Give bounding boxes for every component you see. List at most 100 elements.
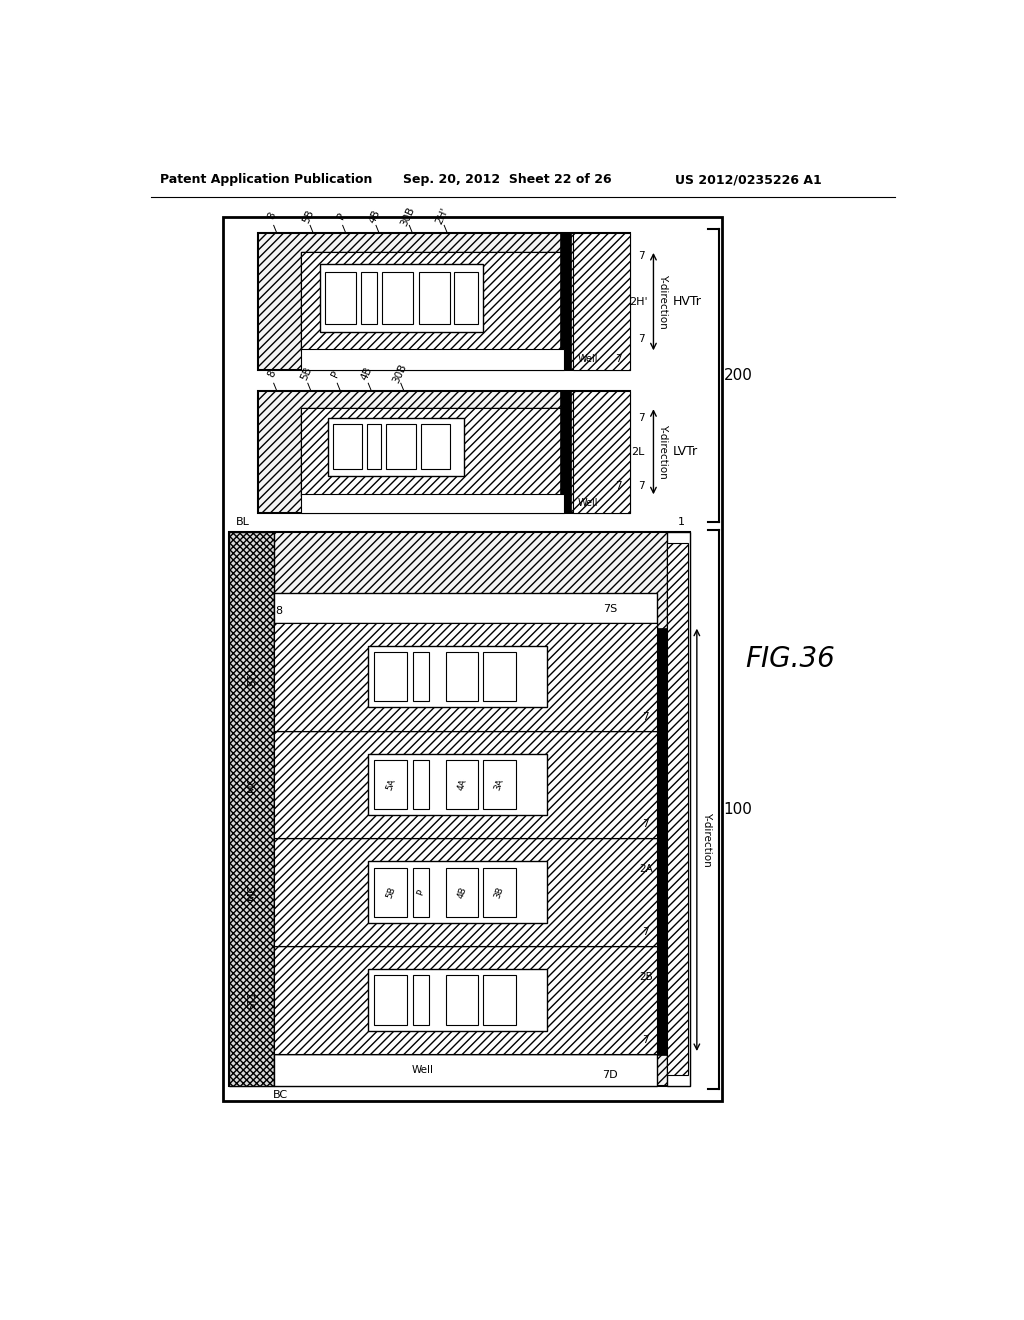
- Bar: [273, 946, 657, 1053]
- Text: 7D: 7D: [602, 1069, 617, 1080]
- Bar: [414, 867, 429, 917]
- Text: ST2: ST2: [247, 668, 257, 685]
- Text: 7: 7: [642, 711, 649, 722]
- Text: 2H': 2H': [629, 297, 647, 306]
- Bar: [414, 760, 429, 809]
- Text: 3B: 3B: [493, 886, 506, 899]
- Text: 30B: 30B: [399, 205, 417, 227]
- Bar: [301, 252, 564, 351]
- Text: FIG.36: FIG.36: [745, 645, 836, 673]
- Bar: [445, 867, 478, 917]
- Bar: [483, 975, 515, 1024]
- Bar: [483, 652, 515, 701]
- Text: ST1: ST1: [247, 991, 257, 1008]
- Bar: [445, 652, 478, 701]
- Text: 7: 7: [639, 480, 645, 491]
- Text: 2L: 2L: [631, 446, 645, 457]
- Bar: [657, 628, 667, 1056]
- Text: 8: 8: [266, 211, 279, 222]
- Bar: [369, 862, 547, 923]
- Text: Well: Well: [578, 354, 598, 364]
- Text: 5B: 5B: [299, 366, 313, 383]
- Text: 7: 7: [642, 1035, 649, 1045]
- Text: LVTr: LVTr: [673, 445, 698, 458]
- Text: Well: Well: [578, 499, 598, 508]
- Text: Well: Well: [412, 1065, 433, 1074]
- Bar: [367, 424, 381, 470]
- Text: 2H': 2H': [434, 206, 451, 226]
- Bar: [301, 494, 564, 512]
- Text: P: P: [330, 370, 342, 379]
- Bar: [375, 975, 407, 1024]
- Bar: [455, 272, 477, 323]
- Bar: [258, 234, 630, 370]
- Text: 7: 7: [639, 334, 645, 345]
- Text: US 2012/0235226 A1: US 2012/0235226 A1: [675, 173, 821, 186]
- Bar: [328, 418, 464, 475]
- Text: 8: 8: [275, 606, 283, 616]
- Text: BC: BC: [273, 1090, 288, 1101]
- Bar: [361, 272, 377, 323]
- Bar: [222, 216, 722, 1101]
- Text: Sep. 20, 2012  Sheet 22 of 26: Sep. 20, 2012 Sheet 22 of 26: [403, 173, 612, 186]
- Text: 2B: 2B: [639, 972, 652, 982]
- Text: 7S: 7S: [603, 603, 617, 614]
- Bar: [301, 348, 564, 370]
- Bar: [369, 969, 547, 1031]
- Text: 4B: 4B: [456, 886, 468, 899]
- Bar: [273, 946, 657, 1053]
- Bar: [483, 760, 515, 809]
- Bar: [369, 645, 547, 708]
- Bar: [572, 234, 630, 370]
- Bar: [445, 975, 478, 1024]
- Text: P: P: [335, 211, 347, 220]
- Bar: [414, 652, 429, 701]
- Text: MC: MC: [247, 776, 257, 792]
- Bar: [414, 975, 429, 1024]
- Text: 3A: 3A: [493, 777, 506, 792]
- Bar: [273, 623, 657, 730]
- Bar: [273, 730, 657, 838]
- Bar: [560, 391, 571, 512]
- Text: Y-direction: Y-direction: [657, 425, 668, 479]
- Text: BL: BL: [236, 517, 250, 527]
- Bar: [228, 532, 273, 1086]
- Bar: [321, 264, 483, 331]
- Bar: [382, 272, 414, 323]
- Bar: [301, 408, 564, 496]
- Bar: [258, 391, 630, 512]
- Bar: [301, 252, 564, 351]
- Text: 1: 1: [678, 517, 685, 527]
- Text: 5B: 5B: [384, 886, 397, 899]
- Bar: [273, 594, 657, 624]
- Bar: [560, 234, 571, 370]
- Text: 4B: 4B: [359, 366, 374, 383]
- Text: 100: 100: [724, 801, 753, 817]
- Text: MC: MC: [247, 884, 257, 900]
- Bar: [572, 391, 630, 512]
- Text: Y-direction: Y-direction: [701, 813, 712, 867]
- Text: 7: 7: [639, 413, 645, 422]
- Bar: [667, 544, 688, 1074]
- Text: 7: 7: [615, 480, 622, 491]
- Bar: [273, 730, 657, 838]
- Bar: [273, 623, 657, 730]
- Bar: [273, 838, 657, 946]
- Text: 8: 8: [266, 368, 279, 379]
- Text: 7: 7: [642, 927, 649, 937]
- Bar: [375, 867, 407, 917]
- Bar: [333, 424, 362, 470]
- Text: 4A: 4A: [456, 777, 468, 792]
- Text: 4B: 4B: [367, 207, 382, 224]
- Text: HVTr: HVTr: [673, 296, 701, 308]
- Bar: [419, 272, 450, 323]
- Bar: [375, 760, 407, 809]
- Bar: [273, 1053, 657, 1086]
- Text: 7: 7: [639, 251, 645, 261]
- Bar: [325, 272, 356, 323]
- Bar: [273, 838, 657, 946]
- Bar: [667, 532, 690, 1086]
- Text: P: P: [416, 888, 426, 896]
- Text: Patent Application Publication: Patent Application Publication: [160, 173, 372, 186]
- Bar: [386, 424, 416, 470]
